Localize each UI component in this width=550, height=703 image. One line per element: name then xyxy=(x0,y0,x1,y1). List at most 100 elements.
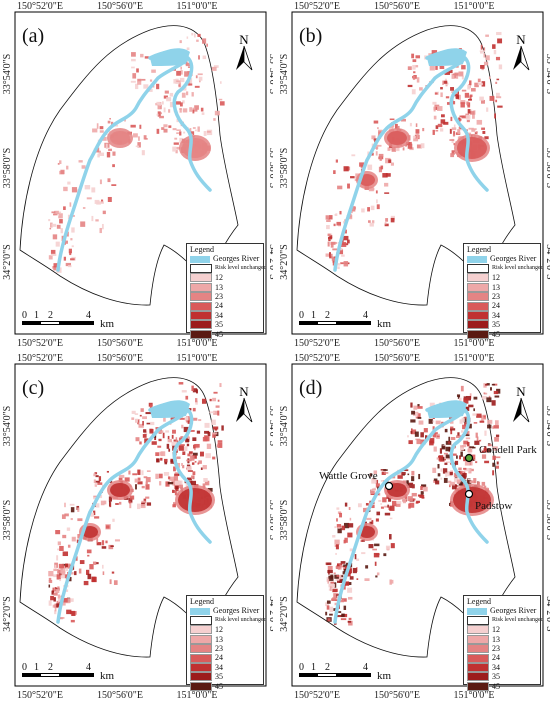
panel-label: (c) xyxy=(22,377,44,399)
site-marker xyxy=(464,489,474,499)
lat-tick-label-right: 33°54'0"S xyxy=(544,54,550,94)
legend-box: Legend Georges River Risk level unchanged 1… xyxy=(463,595,544,691)
scale-tick: 2 xyxy=(325,310,330,321)
north-label: N xyxy=(516,384,526,399)
legend-item-class: 34 xyxy=(190,663,260,672)
legend-item-class: 23 xyxy=(190,292,260,302)
lat-tick-label-right: 33°54'0"S xyxy=(267,54,273,94)
river-basin xyxy=(150,48,190,66)
legend-item-unchanged: Risk level unchanged xyxy=(190,263,267,273)
lon-tick-label-bottom: 150°56'0"E xyxy=(374,690,420,701)
lat-tick-label-right: 33°58'0"S xyxy=(267,148,273,188)
legend-item-class: 24 xyxy=(190,301,260,311)
legend-item-class: 34 xyxy=(467,663,537,672)
scale-unit: km xyxy=(377,318,392,330)
lon-tick-label-top: 151°0'0"E xyxy=(177,353,218,364)
north-label: N xyxy=(239,384,249,399)
scale-tick: 0 xyxy=(299,310,304,321)
scale-tick: 2 xyxy=(325,662,330,673)
scale-tick: 1 xyxy=(311,310,316,321)
map-panel-c: 150°52'0"E 150°56'0"E 151°0'0"E 150°52'0"E 1… xyxy=(0,352,273,703)
lat-tick-label-left: 33°54'0"S xyxy=(279,406,290,446)
map-panel-a: 150°52'0"E 150°56'0"E 151°0'0"E 150°52'0"E 1… xyxy=(0,0,273,351)
map-canvas: 150°52'0"E 150°56'0"E 151°0'0"E 150°52'0"E 1… xyxy=(2,353,273,701)
lon-tick-label-top: 151°0'0"E xyxy=(454,1,495,12)
legend-item-class: 23 xyxy=(190,644,260,654)
legend-item-class: 35 xyxy=(467,672,537,682)
legend-item-class: 23 xyxy=(467,644,537,654)
panel-label: (a) xyxy=(22,25,44,47)
scale-tick: 2 xyxy=(48,662,53,673)
lat-tick-label-left: 34°2'0"S xyxy=(2,244,13,279)
lat-tick-label-left: 34°2'0"S xyxy=(279,596,290,631)
lon-tick-label-bottom: 151°0'0"E xyxy=(177,690,218,701)
legend-item-unchanged: Risk level unchanged xyxy=(467,263,544,273)
site-label: Wattle Grove xyxy=(319,470,378,482)
site-marker xyxy=(464,453,474,463)
lon-tick-label-top: 150°56'0"E xyxy=(374,1,420,12)
legend-item-class: 12 xyxy=(467,273,537,283)
legend-box: Legend Georges River Risk level unchanged 1… xyxy=(186,243,267,339)
lon-tick-label-top: 150°52'0"E xyxy=(294,353,340,364)
legend-item-class: 13 xyxy=(190,635,260,644)
site-marker xyxy=(384,481,394,491)
north-arrow-icon: N xyxy=(236,384,253,423)
legend-item-river: Georges River xyxy=(190,254,260,263)
lon-tick-label-bottom: 150°52'0"E xyxy=(17,690,63,701)
scale-unit: km xyxy=(377,670,392,682)
legend-item-class: 24 xyxy=(467,653,537,663)
lon-tick-label-top: 150°56'0"E xyxy=(97,353,143,364)
lon-tick-label-bottom: 150°56'0"E xyxy=(97,338,143,349)
lat-tick-label-left: 33°54'0"S xyxy=(2,54,13,94)
north-label: N xyxy=(516,32,526,47)
lon-tick-label-bottom: 150°52'0"E xyxy=(294,690,340,701)
scale-bar: 0 1 2 4 km xyxy=(22,662,132,682)
scale-tick: 4 xyxy=(86,310,91,321)
map-frame xyxy=(291,363,544,687)
lat-tick-label-right: 34°2'0"S xyxy=(544,244,550,279)
legend-title: Legend xyxy=(190,597,214,606)
risk-patches xyxy=(325,31,503,270)
legend-item-class: 24 xyxy=(467,301,537,311)
lat-tick-label-left: 34°2'0"S xyxy=(2,596,13,631)
scale-tick: 0 xyxy=(299,662,304,673)
legend-item-unchanged: Risk level unchanged xyxy=(190,615,267,625)
lat-tick-label-left: 34°2'0"S xyxy=(279,244,290,279)
legend-item-class: 34 xyxy=(190,311,260,320)
legend-item-class: 45 xyxy=(467,682,537,691)
legend-item-class: 12 xyxy=(190,625,260,635)
lon-tick-label-bottom: 151°0'0"E xyxy=(454,690,495,701)
lat-tick-label-left: 33°58'0"S xyxy=(2,500,13,540)
legend-title: Legend xyxy=(467,245,491,254)
scale-bar: 0 1 2 4 km xyxy=(22,310,132,330)
scale-tick: 1 xyxy=(34,662,39,673)
map-frame xyxy=(14,363,267,687)
scale-tick: 4 xyxy=(363,662,368,673)
legend-item-class: 12 xyxy=(190,273,260,283)
lat-tick-label-right: 33°58'0"S xyxy=(544,500,550,540)
lon-tick-label-bottom: 150°52'0"E xyxy=(17,338,63,349)
lon-tick-label-top: 150°52'0"E xyxy=(17,1,63,12)
lat-tick-label-left: 33°54'0"S xyxy=(2,406,13,446)
lat-tick-label-left: 33°58'0"S xyxy=(279,500,290,540)
lon-tick-label-top: 150°52'0"E xyxy=(294,1,340,12)
lat-tick-label-left: 33°58'0"S xyxy=(2,148,13,188)
scale-tick: 1 xyxy=(34,310,39,321)
lat-tick-label-right: 34°2'0"S xyxy=(544,596,550,631)
map-frame xyxy=(14,11,267,335)
lon-tick-label-top: 150°56'0"E xyxy=(374,353,420,364)
scale-tick: 0 xyxy=(22,310,27,321)
scale-tick: 2 xyxy=(48,310,53,321)
lon-tick-label-top: 151°0'0"E xyxy=(177,1,218,12)
legend-item-class: 45 xyxy=(190,682,260,691)
map-canvas: 150°52'0"E 150°56'0"E 151°0'0"E 150°52'0"E 1… xyxy=(279,353,550,701)
lat-tick-label-right: 34°2'0"S xyxy=(267,244,273,279)
site-label: Padstow xyxy=(475,500,513,512)
lon-tick-label-bottom: 150°56'0"E xyxy=(97,690,143,701)
lon-tick-label-bottom: 151°0'0"E xyxy=(177,338,218,349)
scale-unit: km xyxy=(100,670,115,682)
legend-item-class: 13 xyxy=(467,635,537,644)
legend-item-class: 34 xyxy=(467,311,537,320)
site-label: Condell Park xyxy=(479,444,537,456)
legend-box: Legend Georges River Risk level unchanged 1… xyxy=(463,243,544,339)
